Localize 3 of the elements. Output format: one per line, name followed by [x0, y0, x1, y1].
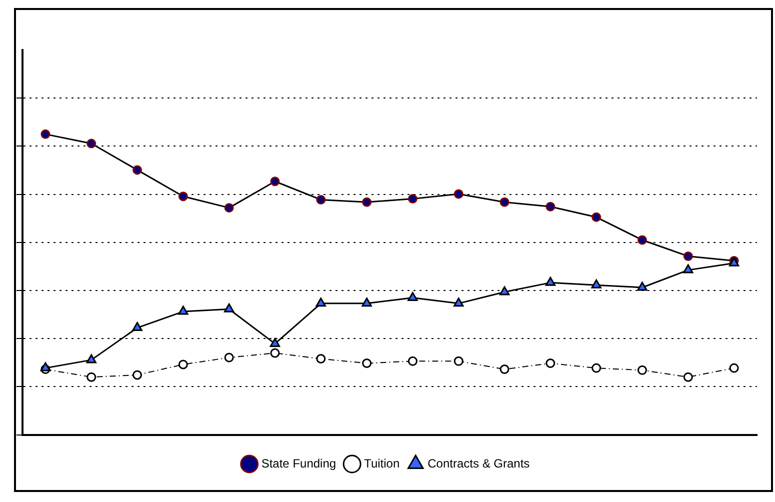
legend-label: Contracts & Grants [428, 456, 530, 470]
legend-label: State Funding [261, 456, 336, 470]
legend-label: Tuition [364, 456, 400, 470]
